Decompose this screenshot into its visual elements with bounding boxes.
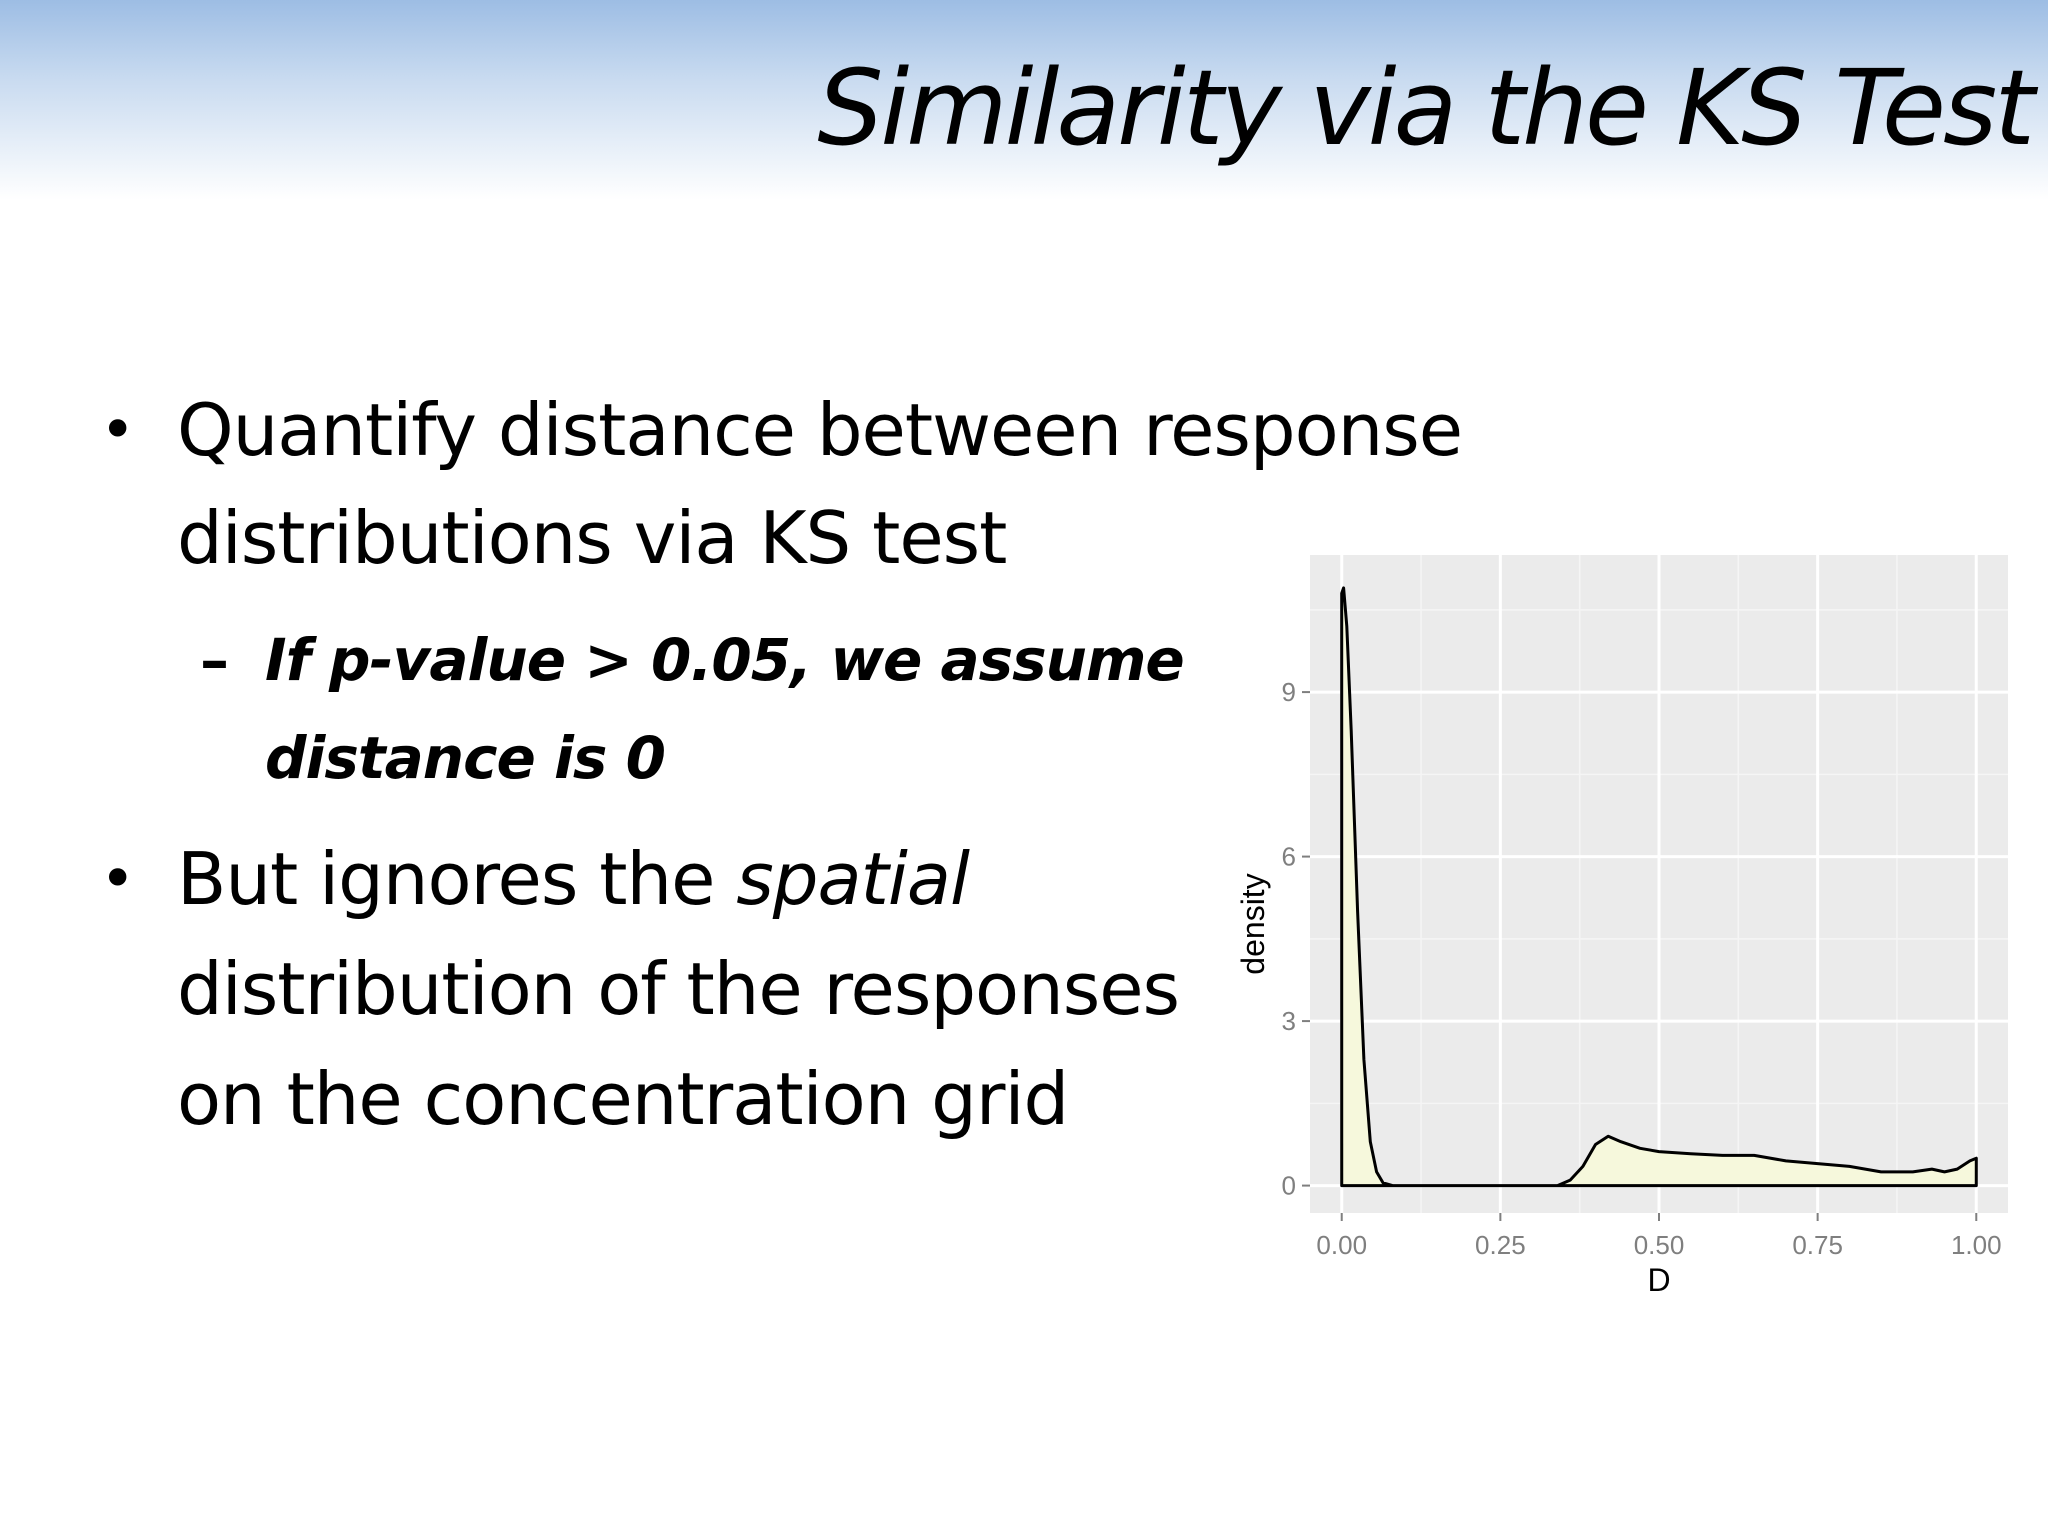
x-axis: 0.00 0.25 0.50 0.75 1.00 bbox=[1316, 1213, 2002, 1260]
x-tick-label: 0.50 bbox=[1634, 1230, 1685, 1260]
x-axis-title: D bbox=[1647, 1262, 1670, 1298]
bullet-2-line-3: on the concentration grid bbox=[177, 1057, 1069, 1141]
subbullet-line-2: distance is 0 bbox=[265, 724, 666, 792]
bullet-2-line-1: But ignores the spatial bbox=[177, 824, 970, 934]
bullet-1-dot: • bbox=[100, 395, 136, 465]
density-line bbox=[1340, 586, 1978, 1188]
bullet-2-prefix: But ignores the bbox=[177, 837, 737, 921]
x-tick-label: 0.00 bbox=[1316, 1230, 1367, 1260]
y-tick-label: 3 bbox=[1282, 1006, 1296, 1036]
title-background bbox=[0, 0, 2048, 200]
bullet-2-emphasis: spatial bbox=[736, 837, 970, 921]
bullet-2-dot: • bbox=[100, 844, 136, 914]
x-tick-label: 0.25 bbox=[1475, 1230, 1526, 1260]
x-tick-label: 1.00 bbox=[1951, 1230, 2002, 1260]
y-tick-label: 9 bbox=[1282, 677, 1296, 707]
subbullet-dash: – bbox=[200, 626, 229, 694]
slide-title: Similarity via the KS Test bbox=[817, 47, 2035, 169]
bullet-2-line-2: distribution of the responses bbox=[177, 947, 1180, 1031]
density-chart: 0 3 6 9 0.00 0.25 0.50 0.75 1.00 D density bbox=[1235, 555, 2008, 1298]
y-axis: 0 3 6 9 bbox=[1282, 677, 1310, 1201]
subbullet-line-1: If p-value > 0.05, we assume bbox=[265, 626, 1185, 694]
bullet-1-line-1: Quantify distance between response bbox=[177, 388, 1463, 472]
x-tick-label: 0.75 bbox=[1792, 1230, 1843, 1260]
y-tick-label: 0 bbox=[1282, 1171, 1296, 1201]
bullet-1-line-2: distributions via KS test bbox=[177, 496, 1007, 580]
y-axis-title: density bbox=[1235, 873, 1271, 974]
y-tick-label: 6 bbox=[1282, 842, 1296, 872]
